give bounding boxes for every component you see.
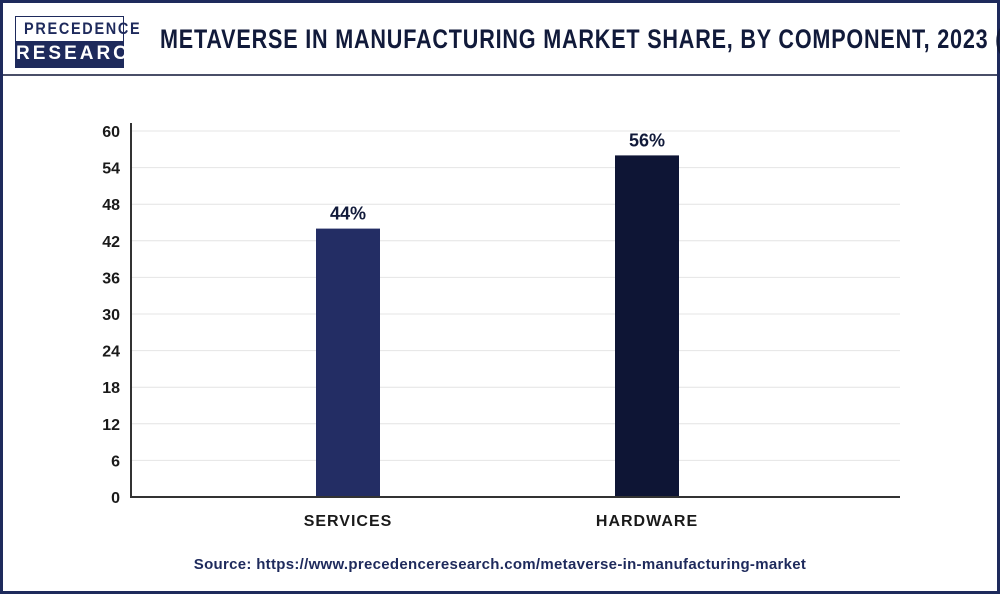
chart-title: METAVERSE IN MANUFACTURING MARKET SHARE,… — [160, 24, 1000, 54]
y-tick-label: 0 — [111, 490, 120, 507]
y-tick-label: 18 — [102, 380, 120, 397]
logo-line1: PRECEDENCE — [24, 19, 142, 38]
y-tick-label: 12 — [102, 417, 120, 434]
data-label: 56% — [629, 130, 665, 150]
bar-hardware — [615, 155, 679, 497]
x-tick-label: HARDWARE — [596, 513, 698, 530]
source-text: Source: https://www.precedenceresearch.c… — [193, 556, 807, 573]
y-tick-label: 24 — [102, 344, 120, 361]
bar-services — [316, 228, 380, 497]
y-tick-label: 30 — [102, 307, 120, 324]
y-tick-label: 54 — [102, 161, 120, 178]
y-tick-label: 60 — [102, 124, 120, 141]
logo-line2: RESEARCH — [16, 41, 144, 67]
y-tick-label: 48 — [102, 197, 120, 214]
data-label: 44% — [330, 204, 366, 224]
y-tick-label: 36 — [102, 270, 120, 287]
y-tick-label: 6 — [111, 453, 120, 470]
y-tick-label: 42 — [102, 234, 120, 251]
logo: PRECEDENCE RESEARCH — [15, 16, 144, 68]
x-tick-label: SERVICES — [304, 513, 393, 530]
header-divider — [3, 74, 997, 76]
